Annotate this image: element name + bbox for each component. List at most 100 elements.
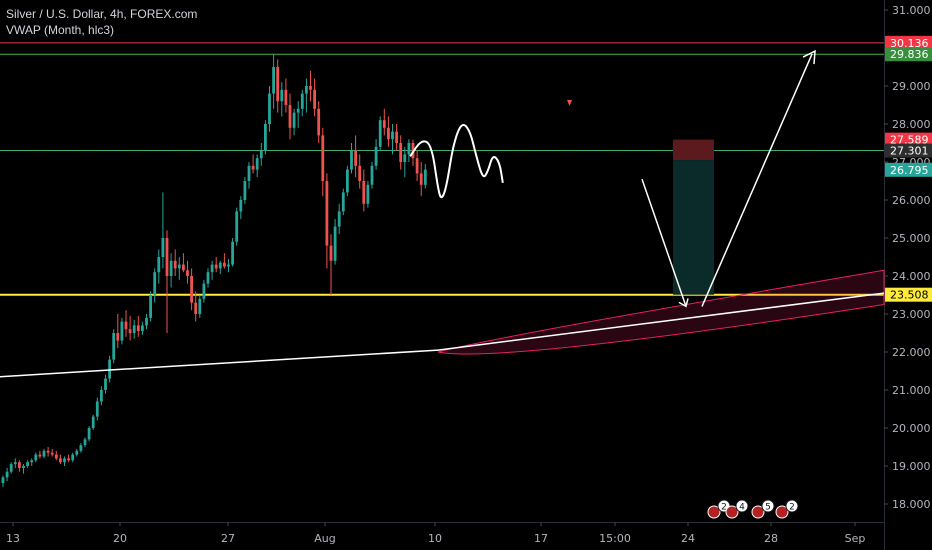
candle-body	[346, 169, 349, 193]
candle-body	[95, 401, 99, 417]
vwap-trendline-right	[437, 292, 885, 351]
candle-body	[108, 359, 111, 379]
candle-body	[317, 108, 321, 136]
candle-body	[423, 169, 427, 185]
x-tick-label: Sep	[845, 532, 866, 545]
candle-body	[165, 238, 169, 276]
candle-body	[247, 165, 251, 181]
y-tick-label: 21.000	[892, 384, 931, 397]
candle-body	[214, 264, 218, 269]
event-count-badge	[735, 499, 749, 513]
candle-body	[239, 200, 243, 212]
take-profit-zone	[673, 160, 714, 295]
candle-body	[13, 462, 17, 465]
stop-loss-zone	[673, 139, 714, 161]
candle-body	[9, 464, 13, 472]
candle-body	[329, 245, 333, 261]
y-tick-label: 19.000	[892, 460, 931, 473]
candle-body	[75, 450, 79, 455]
candle-body	[206, 272, 210, 284]
forecast-down-leg	[641, 178, 687, 307]
flag-icon	[725, 505, 739, 519]
economic-events: 2 4 5 2	[707, 499, 799, 519]
flag-icon	[751, 505, 765, 519]
economic-event-icon[interactable]: 2	[775, 499, 799, 519]
x-tick-label: 28	[764, 532, 778, 545]
event-count-badge	[785, 499, 799, 513]
y-tick-label: 31.000	[892, 4, 931, 17]
event-count: 5	[765, 503, 771, 513]
candle-body	[141, 325, 144, 332]
candle-body	[26, 462, 29, 466]
candle-body	[296, 108, 300, 113]
flag-icon	[775, 505, 789, 519]
head-and-shoulders-pattern	[409, 123, 504, 199]
candle-body	[227, 264, 230, 267]
price-badge-label: 26.795	[890, 164, 929, 177]
candle-body	[79, 445, 83, 451]
candle-body	[251, 165, 255, 170]
drawings	[0, 49, 885, 378]
price-badge	[885, 143, 932, 158]
economic-event-icon[interactable]: 5	[751, 499, 775, 519]
candle-body	[1, 477, 5, 484]
candle-body	[22, 466, 25, 468]
candle-body	[128, 329, 132, 333]
candle-body	[378, 120, 382, 147]
candle-body	[395, 131, 398, 143]
candlesticks	[1, 54, 427, 487]
candle-body	[124, 321, 128, 330]
candle-body	[190, 276, 193, 303]
candle-body	[259, 150, 263, 159]
candle-body	[186, 270, 189, 276]
candle-body	[415, 158, 419, 174]
zones	[437, 139, 885, 355]
chart-legend: Silver / U.S. Dollar, 4h, FOREX.com VWAP…	[6, 6, 197, 38]
flag-icon	[707, 505, 721, 519]
candle-body	[120, 321, 124, 341]
y-tick-label: 25.000	[892, 232, 931, 245]
candle-body	[370, 165, 374, 185]
x-tick-label: 15:00	[599, 532, 631, 545]
candle-body	[136, 325, 140, 332]
candle-body	[243, 181, 247, 200]
x-axis: 13 20 27 Aug 10 17 15:00 24 28 Sep	[0, 522, 884, 545]
vwap-indicator-label[interactable]: VWAP (Month, hlc3)	[6, 23, 115, 37]
candle-body	[71, 454, 75, 461]
candle-body	[292, 112, 296, 128]
price-badge-label: 27.301	[890, 145, 929, 158]
event-count: 4	[739, 503, 745, 513]
candle-body	[63, 458, 66, 463]
price-badge-label: 29.836	[890, 48, 929, 61]
horizontal-lines	[0, 42, 884, 296]
candle-body	[309, 86, 312, 90]
price-badge-label: 30.136	[890, 37, 929, 50]
y-tick-label: 20.000	[892, 422, 931, 435]
candle-body	[67, 458, 70, 461]
candle-body	[50, 452, 54, 455]
candle-body	[300, 93, 304, 109]
candle-body	[173, 260, 177, 269]
x-tick-label: 20	[113, 532, 127, 545]
y-tick-label: 26.000	[892, 194, 931, 207]
candle-body	[5, 471, 9, 478]
candle-body	[177, 264, 181, 269]
ellipse-channel	[437, 269, 885, 355]
candle-body	[223, 262, 226, 267]
candle-body	[91, 416, 95, 428]
candle-body	[264, 124, 267, 151]
candle-body	[321, 135, 325, 181]
x-tick-label: 24	[681, 532, 695, 545]
candle-body	[231, 241, 234, 265]
candle-body	[132, 325, 136, 333]
candle-body	[350, 150, 353, 170]
symbol-title[interactable]: Silver / U.S. Dollar, 4h, FOREX.com	[6, 7, 198, 21]
candle-body	[145, 317, 148, 326]
vwap-trendline-left	[0, 349, 439, 378]
candle-body	[391, 131, 394, 140]
event-count-badge	[761, 499, 775, 513]
forecast-up-leg	[701, 53, 813, 307]
candle-body	[182, 264, 185, 271]
economic-event-icon[interactable]: 4	[725, 499, 749, 519]
